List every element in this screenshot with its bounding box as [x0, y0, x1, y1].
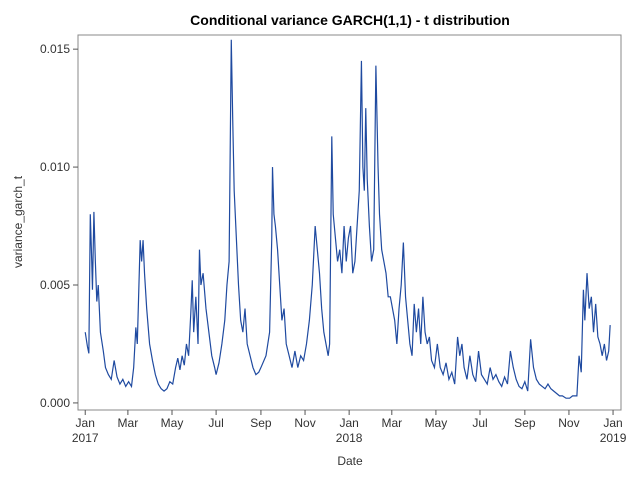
x-tick-label: Sep: [250, 416, 272, 430]
y-tick-label: 0.010: [40, 160, 70, 174]
series-line: [84, 39, 611, 399]
x-year-label: 2017: [72, 431, 99, 445]
x-tick-label: Jul: [208, 416, 223, 430]
x-tick-label: Nov: [294, 416, 315, 430]
x-tick-label: Mar: [118, 416, 139, 430]
x-tick-label: Mar: [381, 416, 402, 430]
x-tick-label: May: [161, 416, 184, 430]
x-tick-label: May: [425, 416, 448, 430]
x-tick-label: Jan: [339, 416, 358, 430]
x-year-label: 2019: [600, 431, 627, 445]
y-tick-label: 0.000: [40, 396, 70, 410]
x-year-label: 2018: [336, 431, 363, 445]
x-tick-label: Jan: [76, 416, 95, 430]
x-tick-label: Jul: [472, 416, 487, 430]
y-tick-label: 0.015: [40, 42, 70, 56]
x-tick-label: Jan: [603, 416, 622, 430]
chart-title: Conditional variance GARCH(1,1) - t dist…: [190, 12, 510, 28]
y-tick-label: 0.005: [40, 278, 70, 292]
y-axis-label: variance_garch_t: [11, 175, 25, 268]
x-tick-label: Sep: [514, 416, 536, 430]
x-tick-label: Nov: [558, 416, 579, 430]
x-axis-label: Date: [337, 454, 363, 468]
